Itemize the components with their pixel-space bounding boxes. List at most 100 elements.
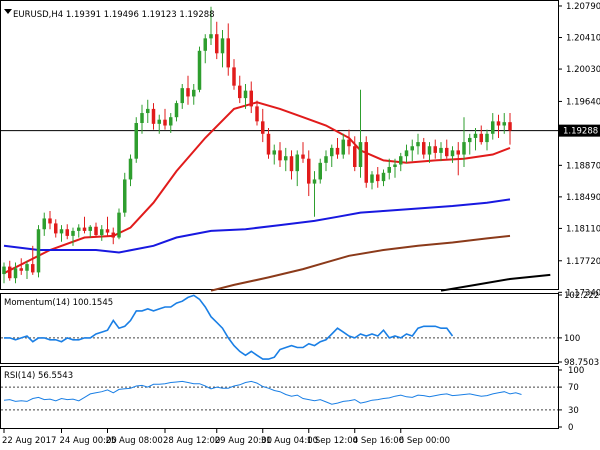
candle [473, 127, 478, 151]
candle [266, 127, 271, 159]
candle [433, 139, 437, 159]
candle [36, 225, 41, 278]
candle [238, 75, 242, 104]
candle [94, 222, 98, 238]
time-tick-label: 25 Aug 08:00 [106, 436, 163, 446]
momentum-title: Momentum(14) 100.1545 [4, 298, 113, 308]
candle [82, 216, 87, 234]
current-price-label: 1.19288 [563, 127, 598, 137]
price-tick-label: 1.18110 [566, 224, 600, 234]
candle [243, 83, 248, 109]
candle [105, 216, 110, 236]
candle [157, 114, 161, 134]
candle [324, 150, 328, 172]
candle [301, 142, 305, 163]
price-tick-label: 1.19640 [566, 97, 600, 107]
candle [330, 144, 334, 167]
candle [284, 147, 288, 172]
candle [307, 150, 311, 197]
candle [358, 89, 363, 178]
candle [410, 139, 414, 162]
candle [25, 260, 29, 280]
candle [88, 225, 92, 238]
candle [169, 113, 173, 133]
candle [174, 100, 179, 122]
candle [427, 142, 432, 163]
moving-average-line [3, 198, 511, 254]
candle [491, 113, 495, 140]
candle [71, 227, 75, 246]
candle [439, 142, 443, 162]
rsi-axis: 100 70 30 0 [558, 366, 584, 433]
candle [151, 103, 156, 130]
candle [100, 225, 104, 241]
price-tick-label: 1.18870 [566, 161, 600, 171]
candle [370, 171, 374, 190]
price-tick-label: 1.20790 [566, 2, 600, 12]
momentum-panel [0, 293, 559, 364]
candle [278, 142, 282, 167]
candle [19, 258, 23, 275]
time-tick-label: 29 Aug 20:00 [215, 436, 272, 446]
candle [255, 100, 259, 126]
candle [134, 117, 138, 163]
rsi-panel [0, 366, 559, 429]
candle [445, 139, 449, 159]
collapse-icon[interactable] [4, 9, 12, 14]
candle [197, 46, 202, 93]
candle [249, 81, 253, 114]
candle [111, 227, 115, 245]
candle [456, 142, 460, 176]
momentum-tick-label: 100 [564, 334, 580, 344]
candle [272, 144, 276, 165]
candle [462, 117, 466, 167]
candle [163, 108, 167, 130]
candles [2, 6, 512, 284]
moving-average-line [210, 234, 511, 292]
candle [203, 34, 207, 64]
candle [48, 210, 52, 230]
time-tick-label: 22 Aug 2017 [2, 436, 56, 446]
price-axis: 1.20790 1.20410 1.20030 1.19640 1.18870 1.184… [558, 2, 600, 298]
candle [77, 224, 81, 238]
candle [335, 137, 340, 159]
price-tick-label: 1.18490 [566, 193, 600, 203]
candle [261, 108, 265, 143]
candle [364, 136, 368, 188]
candle [502, 113, 506, 134]
time-tick-label: 4 Sep 16:00 [353, 436, 404, 446]
price-tick-label: 1.20030 [566, 65, 600, 75]
rsi-title: RSI(14) 56.5543 [4, 371, 73, 381]
rsi-tick-label: 100 [568, 366, 584, 376]
candle [422, 137, 426, 159]
candle [209, 6, 213, 45]
candle [289, 150, 294, 180]
candle [468, 133, 472, 155]
candle [485, 129, 489, 151]
candle [146, 99, 150, 124]
time-tick-label: 28 Aug 12:00 [163, 436, 220, 446]
candle [479, 125, 483, 145]
candle [65, 224, 69, 240]
candle [192, 83, 196, 105]
candle [376, 166, 380, 188]
candle [226, 23, 230, 76]
candle [393, 158, 397, 178]
current-price-badge [559, 124, 600, 137]
candle [2, 262, 6, 284]
candle [54, 219, 58, 238]
momentum-line [4, 294, 454, 360]
candle [13, 262, 18, 284]
momentum-plot [1, 294, 558, 360]
candle [42, 212, 46, 236]
candle [318, 158, 322, 184]
candle [232, 59, 236, 90]
rsi-tick-label: 70 [568, 383, 579, 393]
rsi-tick-label: 30 [568, 406, 579, 416]
moving-average-line [440, 273, 551, 292]
candle [312, 171, 317, 217]
price-tick-label: 1.17340 [566, 288, 600, 298]
